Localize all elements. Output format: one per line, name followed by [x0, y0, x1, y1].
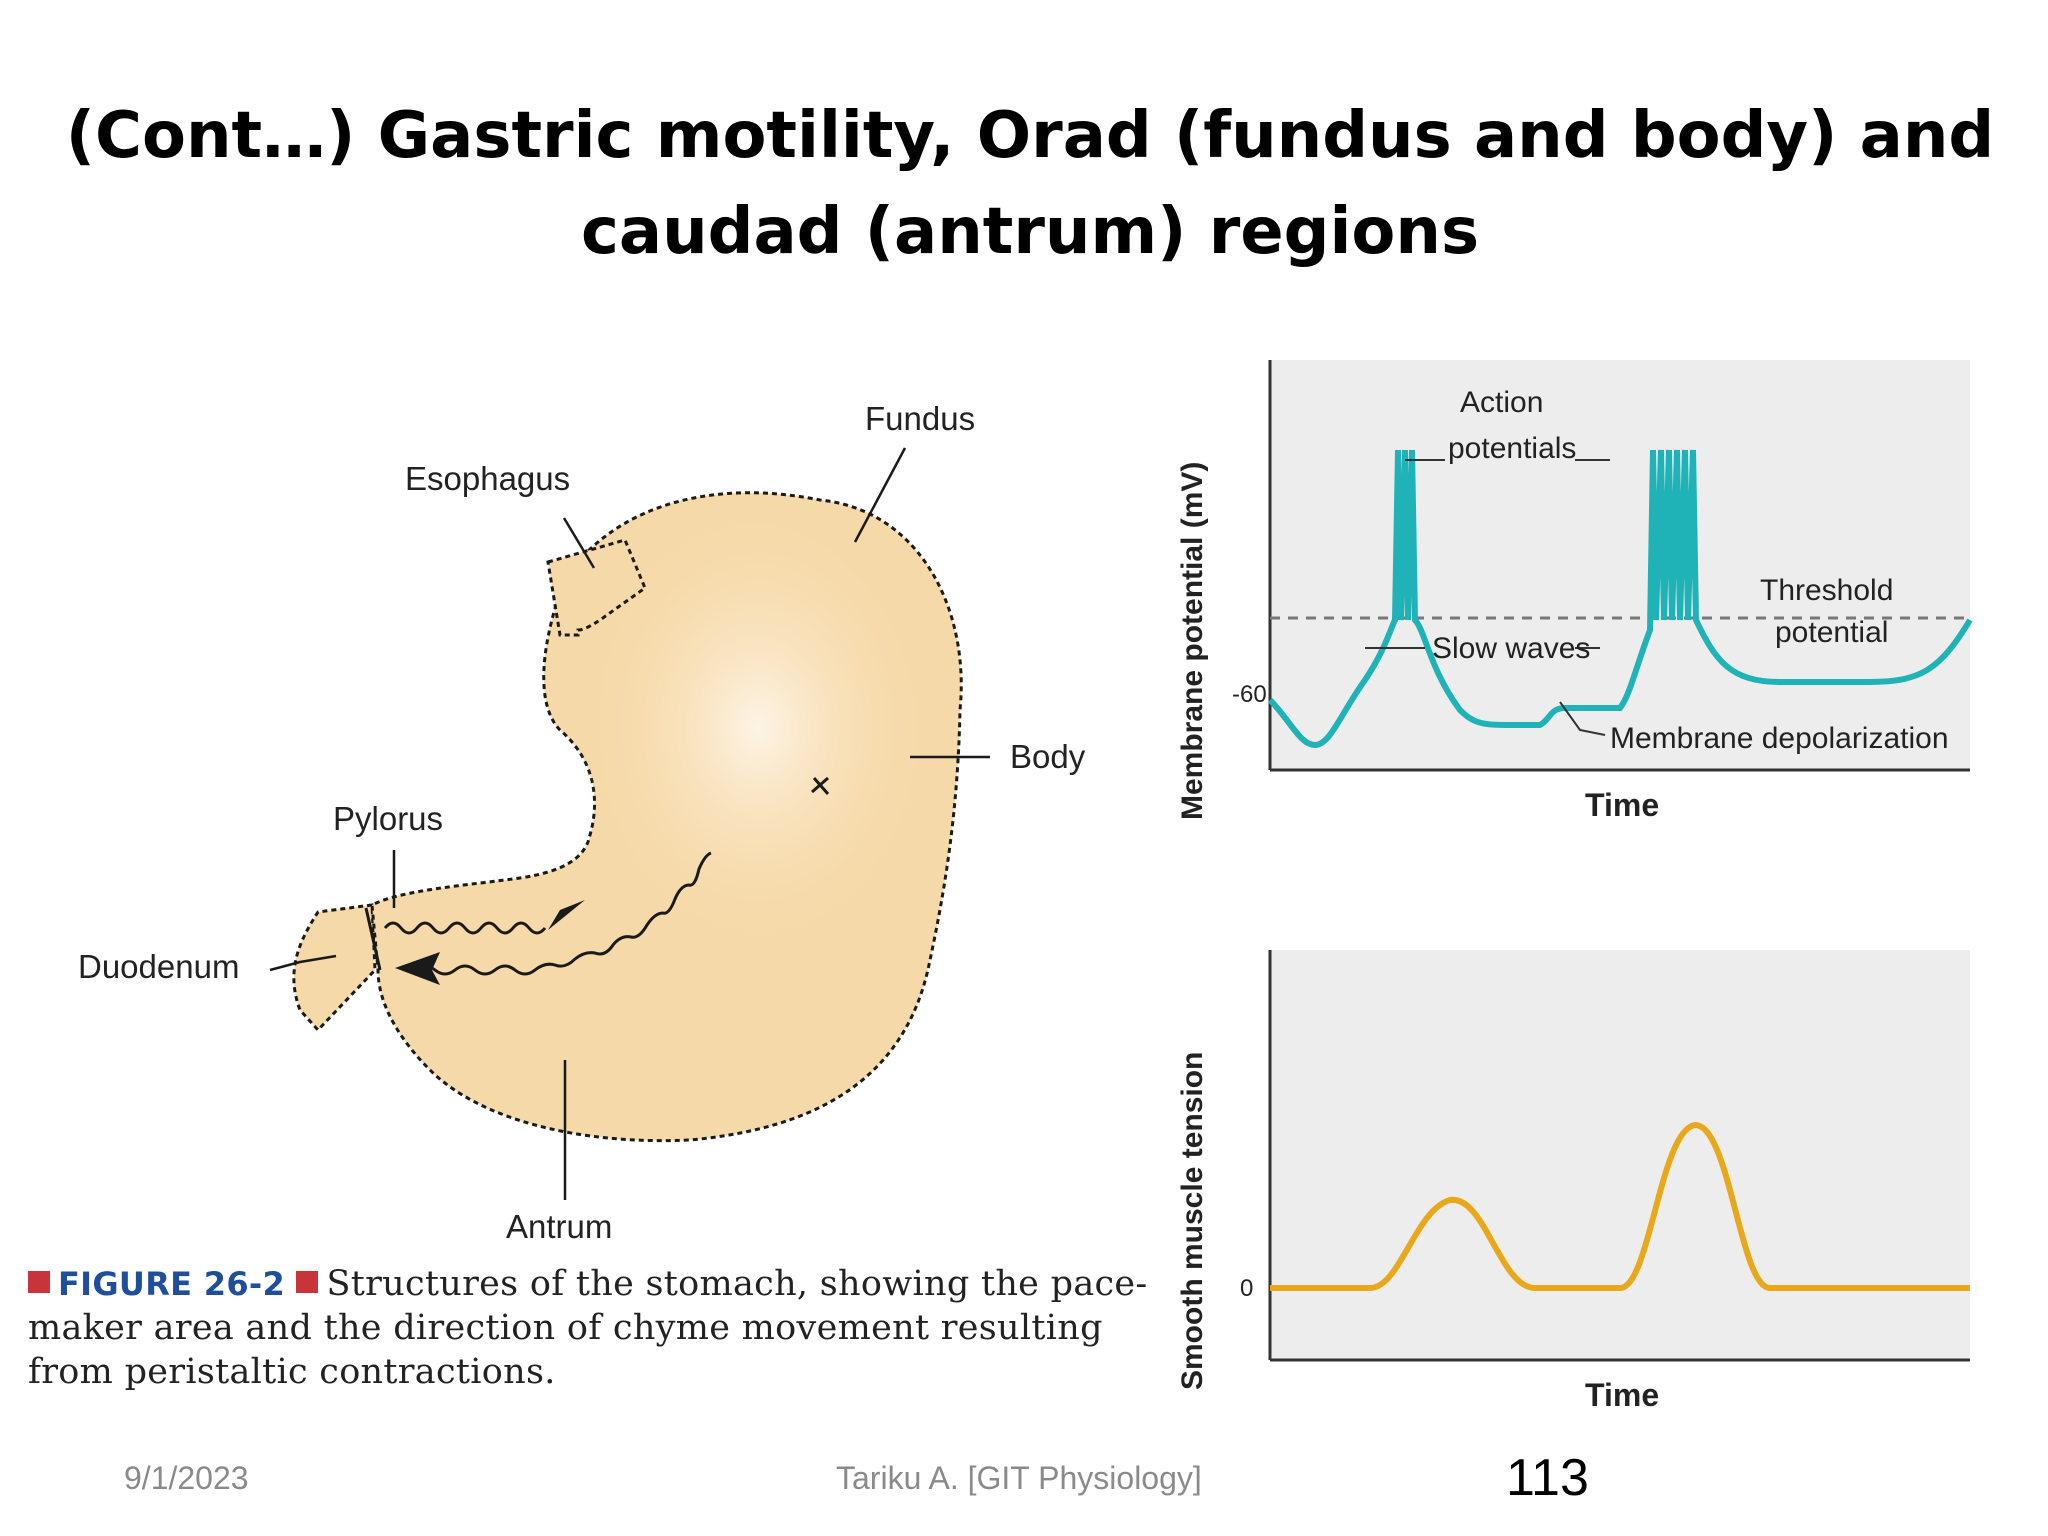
esophagus-shape — [546, 538, 647, 637]
annotation-threshold-line2: potential — [1775, 616, 1888, 649]
slide-number: 113 — [1506, 1449, 1589, 1507]
caption-text: Structures of the stomach, showing the p… — [28, 1264, 1148, 1392]
muscle-tension-trace — [1270, 1121, 1970, 1291]
caption-bullet-2 — [296, 1271, 319, 1293]
pacemaker-marker — [811, 776, 830, 795]
footer-author: Tariku A. [GIT Physiology] — [836, 1460, 1202, 1496]
membrane-chart-xlabel: Time — [1585, 787, 1659, 823]
annotation-action-line2: potentials — [1448, 432, 1576, 465]
label-duodenum: Duodenum — [78, 948, 239, 985]
annotation-threshold-line1: Threshold — [1760, 574, 1893, 607]
membrane-annotation-lines — [1365, 459, 1610, 736]
pylorus-band — [364, 907, 382, 971]
stomach-diagram: Fundus Esophagus Body Pylorus Duodenum A… — [78, 400, 1086, 1245]
membrane-chart-ylabel: Membrane potential (mV) — [1176, 462, 1209, 820]
footer-date: 9/1/2023 — [124, 1460, 249, 1496]
figure-caption: FIGURE 26-2 Structures of the stomach, s… — [28, 1262, 1168, 1394]
backward-arrowhead — [395, 952, 440, 985]
peristalsis-wave-lower — [414, 851, 712, 976]
tension-ytick-0: 0 — [1240, 1275, 1253, 1302]
title-line-1: (Cont…) Gastric motility, Orad (fundus a… — [65, 99, 1995, 173]
peristalsis-wave-upper — [383, 921, 547, 935]
label-fundus: Fundus — [865, 400, 975, 437]
leader-lines — [269, 447, 990, 1200]
label-antrum: Antrum — [506, 1208, 612, 1245]
label-pylorus: Pylorus — [333, 800, 443, 837]
title-line-2: caudad (antrum) regions — [580, 195, 1480, 269]
membrane-chart-background — [1270, 360, 1970, 770]
annotation-slow-waves: Slow waves — [1432, 632, 1590, 665]
annotation-depolarization: Membrane depolarization — [1610, 722, 1949, 755]
membrane-potential-trace — [1267, 449, 1973, 749]
annotation-action-line1: Action — [1460, 386, 1543, 419]
membrane-ytick-neg60: -60 — [1232, 681, 1267, 708]
duodenum-shape — [292, 903, 377, 1033]
forward-arrowhead — [548, 900, 585, 930]
caption-bullet-1 — [28, 1271, 50, 1293]
tension-chart-ylabel: Smooth muscle tension — [1176, 1052, 1209, 1390]
electrophysiology-charts: Action potentials Slow waves Threshold p… — [1176, 360, 1973, 1413]
label-body: Body — [1010, 738, 1086, 775]
label-esophagus: Esophagus — [405, 460, 570, 497]
stomach-highlight — [560, 520, 920, 980]
slide-title: (Cont…) Gastric motility, Orad (fundus a… — [60, 88, 2000, 280]
figure-number: FIGURE 26-2 — [58, 1265, 286, 1303]
tension-chart-xlabel: Time — [1585, 1377, 1659, 1413]
tension-chart-background — [1270, 950, 1970, 1360]
